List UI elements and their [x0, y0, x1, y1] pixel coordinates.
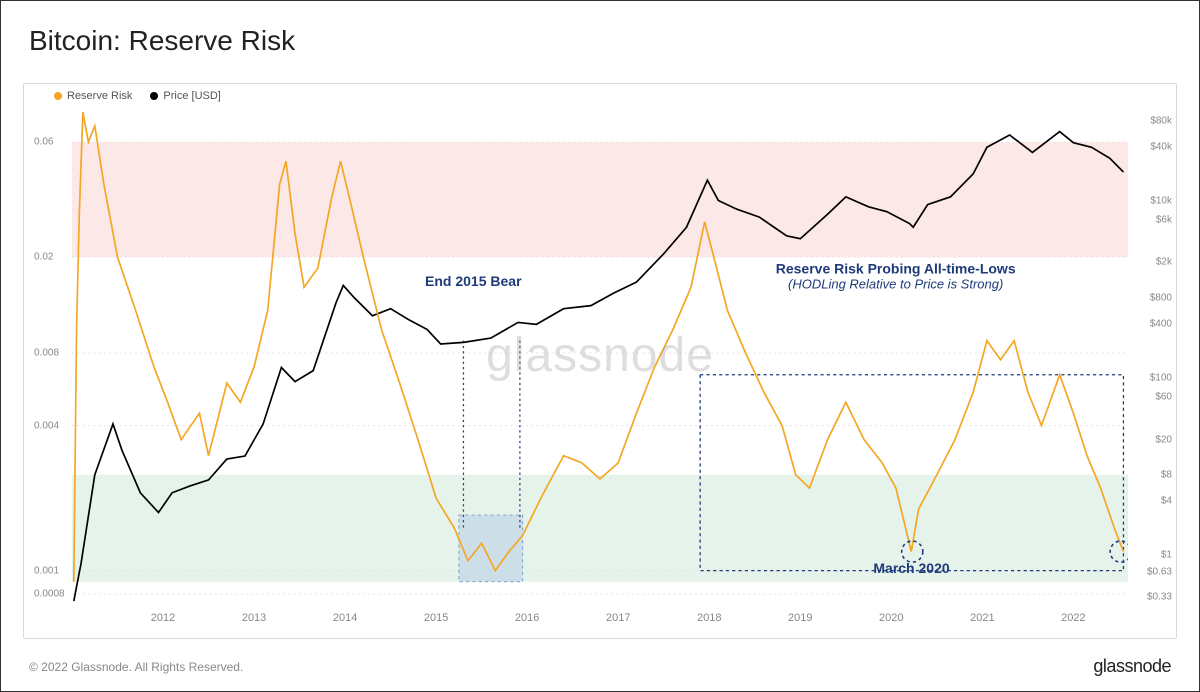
- legend-dot-icon: [150, 92, 158, 100]
- plot-area: glassnode End 2015 Bear Reserve Risk Pro…: [72, 112, 1128, 608]
- legend-dot-icon: [54, 92, 62, 100]
- chart-svg: [72, 112, 1128, 608]
- x-axis: 2012201320142015201620172018201920202021…: [72, 612, 1128, 632]
- copyright: © 2022 Glassnode. All Rights Reserved.: [29, 660, 243, 674]
- legend-item-price: Price [USD]: [150, 90, 220, 102]
- chart-title: Bitcoin: Reserve Risk: [29, 25, 295, 57]
- legend-label: Reserve Risk: [67, 90, 132, 102]
- legend-item-reserve-risk: Reserve Risk: [54, 90, 132, 102]
- legend-label: Price [USD]: [163, 90, 220, 102]
- chart-container: Reserve Risk Price [USD] 0.00080.0010.00…: [23, 83, 1177, 639]
- brand-logo: glassnode: [1093, 656, 1171, 677]
- footer: © 2022 Glassnode. All Rights Reserved. g…: [29, 656, 1171, 677]
- y-axis-right: $0.33$0.63$1$4$8$20$60$100$400$800$2k$6k…: [1130, 112, 1172, 608]
- legend: Reserve Risk Price [USD]: [54, 90, 221, 102]
- y-axis-left: 0.00080.0010.0040.0080.020.06: [34, 112, 70, 608]
